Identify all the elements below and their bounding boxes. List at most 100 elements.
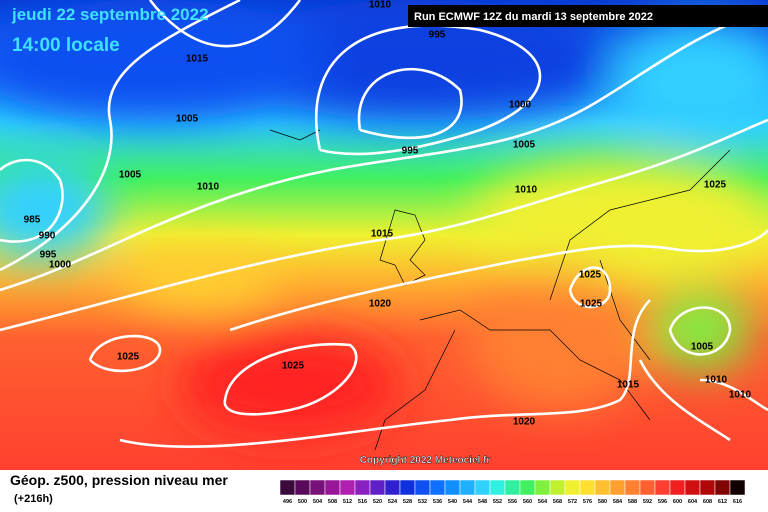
scale-label: 588	[628, 499, 637, 505]
scale-box	[504, 479, 521, 496]
scale-box	[654, 479, 671, 496]
scale-box	[399, 479, 416, 496]
isobar-label: 1010	[705, 375, 728, 386]
scale-label: 584	[613, 499, 623, 505]
scale-label: 548	[478, 499, 487, 505]
scale-box	[324, 479, 341, 496]
scale-label: 608	[703, 499, 712, 505]
isobar-label: 995	[40, 250, 57, 261]
scale-label: 528	[403, 499, 412, 505]
scale-label: 524	[388, 499, 398, 505]
scale-box	[714, 479, 731, 496]
scale-box	[609, 479, 626, 496]
legend-subtitle: (+216h)	[14, 493, 53, 505]
isobar-label: 1020	[369, 299, 392, 310]
scale-label: 552	[493, 499, 502, 505]
isobar-label: 1015	[186, 54, 209, 65]
scale-label: 520	[373, 499, 382, 505]
isobar-label: 1025	[580, 299, 603, 310]
scale-label: 580	[598, 499, 607, 505]
isobar-label: 1025	[704, 180, 727, 191]
isobar-label: 1010	[729, 390, 752, 401]
scale-box	[594, 479, 611, 496]
scale-label: 496	[283, 499, 292, 505]
field	[0, 0, 768, 470]
isobar-label: 995	[402, 146, 419, 157]
scale-box	[564, 479, 581, 496]
scale-box	[384, 479, 401, 496]
scale-label: 516	[358, 499, 367, 505]
scale-label: 576	[583, 499, 592, 505]
scale-label: 504	[313, 499, 323, 505]
scale-label: 592	[643, 499, 652, 505]
scale-box	[279, 479, 296, 496]
isobar-label: 1000	[509, 100, 532, 111]
scale-label: 508	[328, 499, 337, 505]
scale-box	[309, 479, 326, 496]
scale-label: 568	[553, 499, 562, 505]
run-info: Run ECMWF 12Z du mardi 13 septembre 2022	[414, 11, 653, 23]
scale-box	[429, 479, 446, 496]
isobar-label: 1025	[579, 270, 602, 281]
isobar-label: 1015	[371, 229, 394, 240]
scale-label: 572	[568, 499, 577, 505]
scale-box	[669, 479, 686, 496]
isobar-label: 990	[39, 231, 56, 242]
scale-box	[579, 479, 596, 496]
scale-box	[459, 479, 476, 496]
time: 14:00 locale	[12, 35, 120, 56]
scale-label: 500	[298, 499, 307, 505]
scale-box	[534, 479, 551, 496]
scale-box	[699, 479, 716, 496]
isobar-label: 1025	[282, 361, 305, 372]
date: jeudi 22 septembre 2022	[11, 5, 209, 24]
scale-box	[414, 479, 431, 496]
scale-box	[549, 479, 566, 496]
color-scale: 496 500 504 508 512 516 520 524 528 532 536 540 544 5…	[279, 479, 746, 505]
isobars	[0, 0, 768, 447]
scale-label: 544	[463, 499, 473, 505]
scale-box	[354, 479, 371, 496]
isobar-label: 985	[24, 215, 41, 226]
scale-box	[519, 479, 536, 496]
scale-box	[624, 479, 641, 496]
scale-box	[684, 479, 701, 496]
isobar-label: 1010	[515, 185, 538, 196]
isobar-label: 995	[429, 30, 446, 41]
scale-box	[369, 479, 386, 496]
isobar-label: 1025	[117, 352, 140, 363]
run-box	[408, 5, 768, 27]
scale-label: 512	[343, 499, 352, 505]
scale-box	[489, 479, 506, 496]
isobar-label: 1010	[369, 0, 392, 11]
scale-label: 560	[523, 499, 532, 505]
scale-label: 532	[418, 499, 427, 505]
scale-label: 600	[673, 499, 682, 505]
isobar-label: 1015	[617, 380, 640, 391]
isobar-label: 1005	[176, 114, 199, 125]
scale-box	[639, 479, 656, 496]
legend-title: Géop. z500, pression niveau mer	[10, 472, 228, 488]
scale-box	[729, 479, 746, 496]
scale-label: 596	[658, 499, 667, 505]
isobar-label: 1020	[513, 417, 536, 428]
scale-label: 556	[508, 499, 517, 505]
scale-box	[444, 479, 461, 496]
scale-box	[294, 479, 311, 496]
scale-label: 564	[538, 499, 548, 505]
isobar-label: 1005	[119, 170, 142, 181]
scale-box	[339, 479, 356, 496]
copyright: Copyright 2022 Meteociel.fr	[360, 455, 491, 466]
scale-label: 616	[733, 499, 742, 505]
isobar-label: 1010	[197, 182, 220, 193]
isobar-label: 1005	[691, 342, 714, 353]
scale-label: 540	[448, 499, 457, 505]
scale-label: 536	[433, 499, 442, 505]
isobar-label: 1000	[49, 260, 72, 271]
scale-label: 612	[718, 499, 727, 505]
scale-box	[474, 479, 491, 496]
isobar-label: 1005	[513, 140, 536, 151]
scale-label: 604	[688, 499, 698, 505]
